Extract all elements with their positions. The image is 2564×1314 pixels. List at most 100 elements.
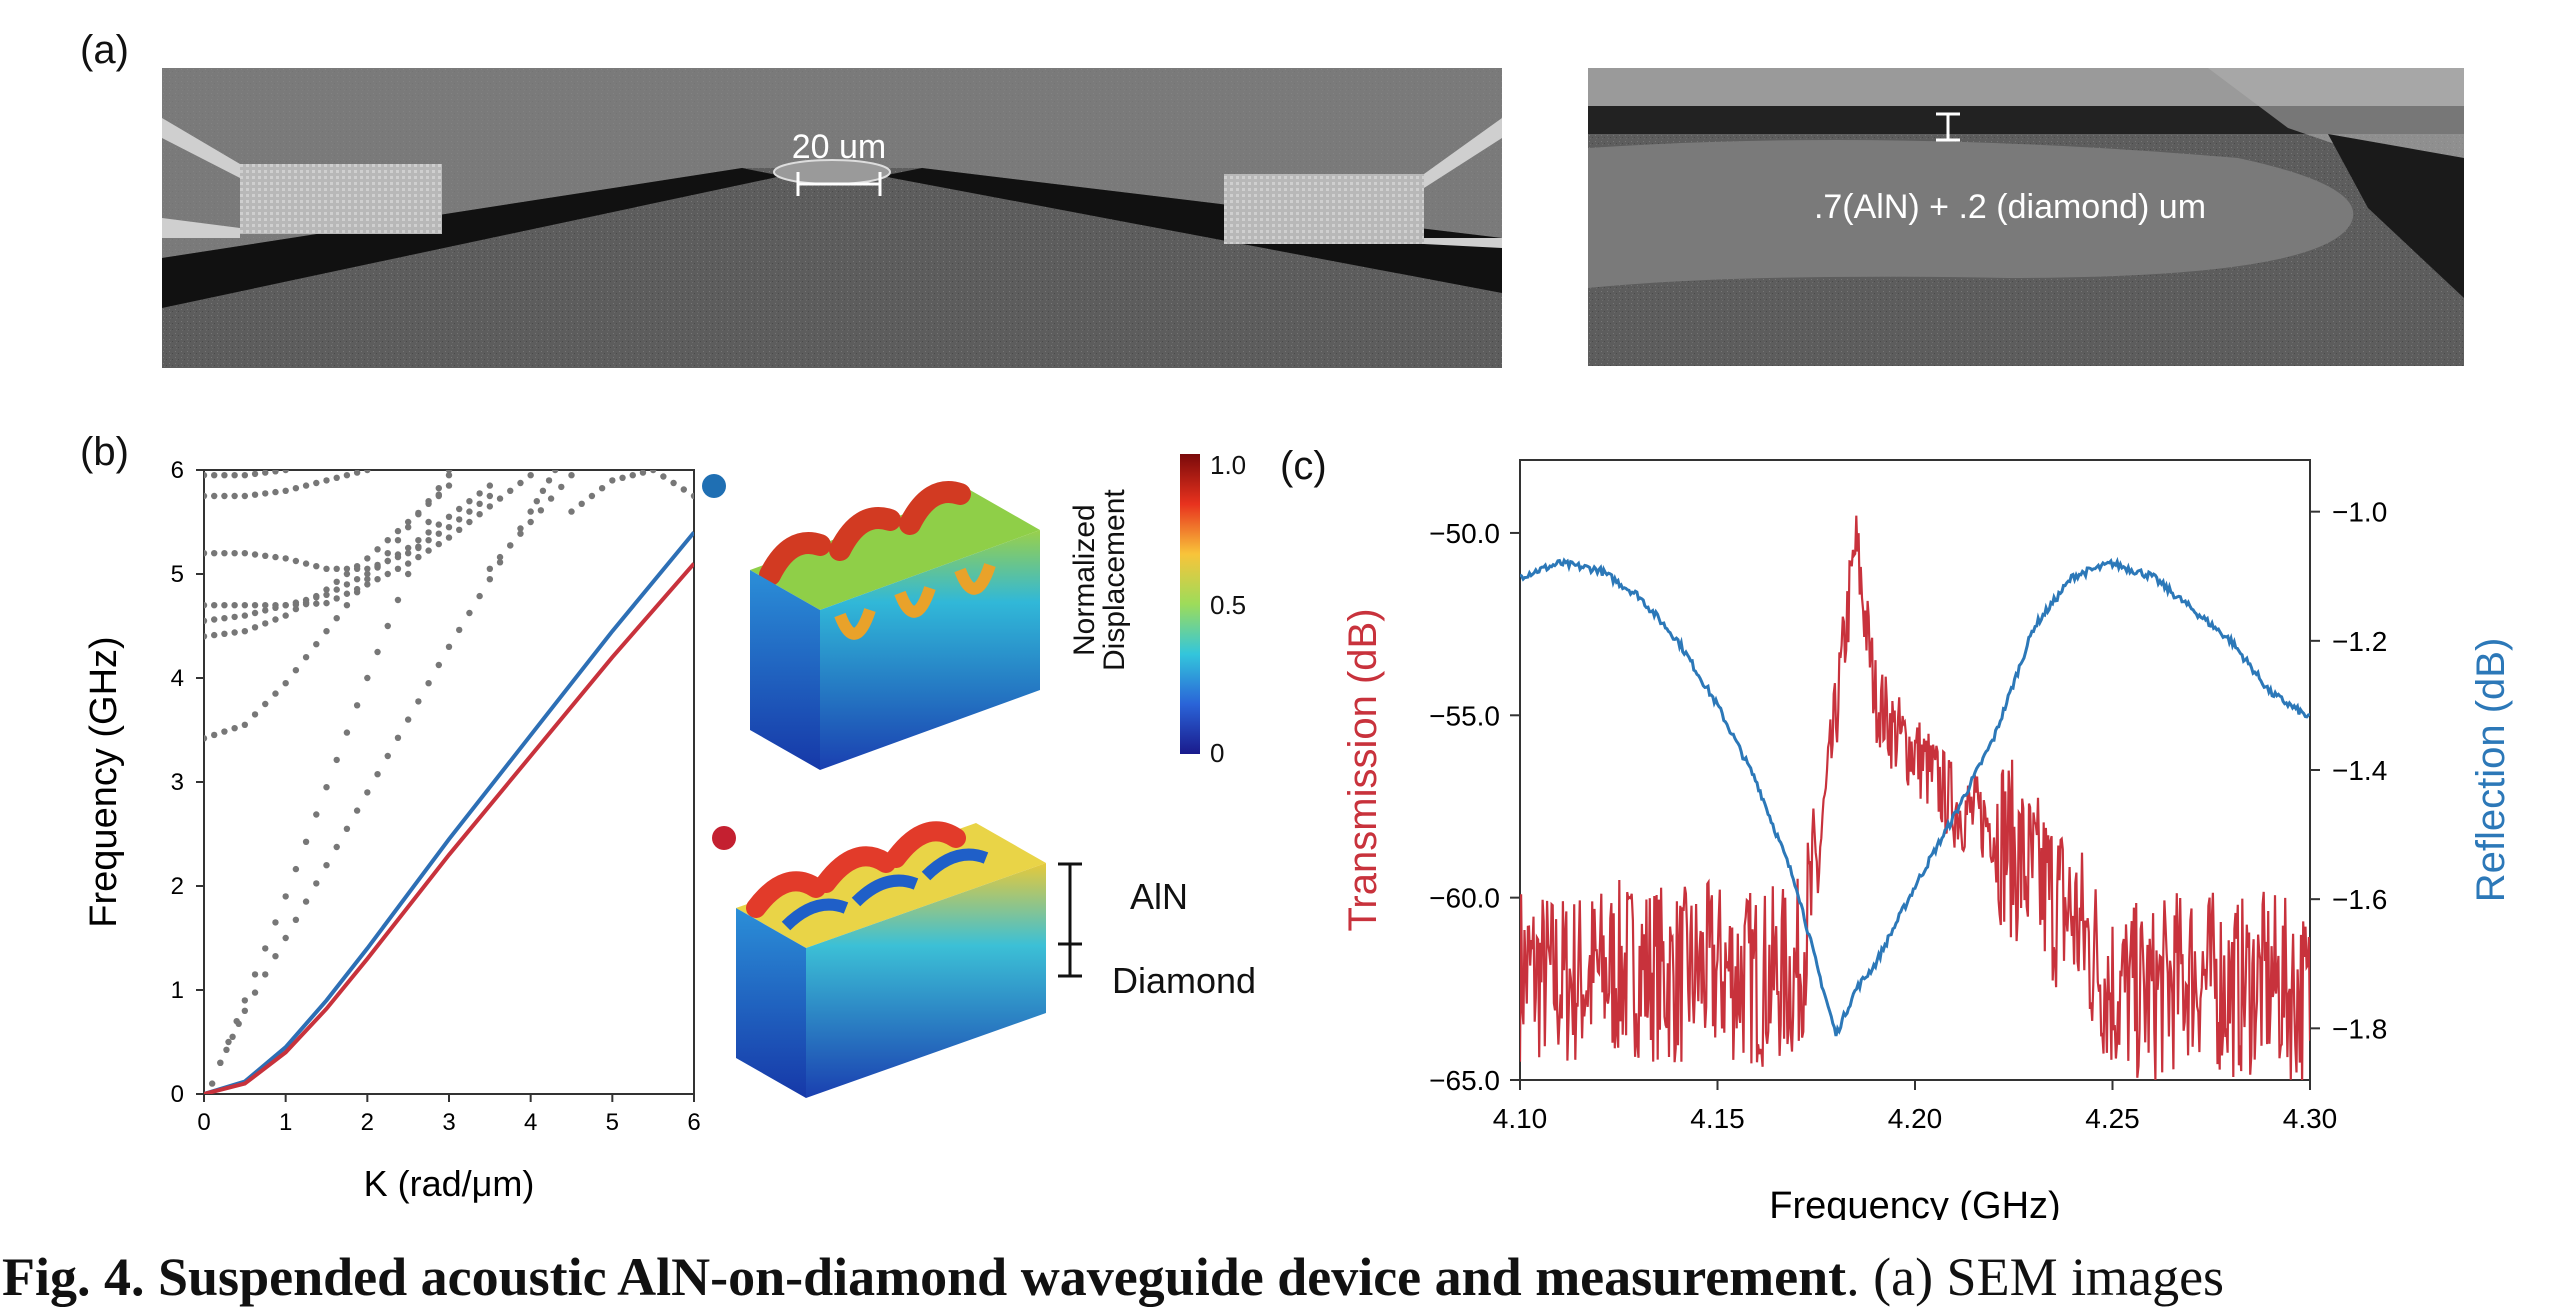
sem-layer-label: .7(AlN) + .2 (diamond) um [1814, 188, 2206, 226]
dispersion-dot [251, 971, 259, 978]
dispersion-dot [364, 470, 371, 474]
dispersion-line-red [204, 562, 694, 1094]
chart-b-frame [203, 469, 695, 1095]
dispersion-dot [262, 620, 269, 627]
dispersion-dot [251, 711, 259, 718]
dispersion-dot [547, 495, 555, 502]
mode-shape-red [736, 821, 1046, 1098]
mode-shape-blue-marker [702, 474, 726, 498]
dispersion-dot [333, 586, 340, 593]
dispersion-dot [323, 599, 330, 607]
dispersion-dot [353, 470, 361, 476]
dispersion-dot [302, 560, 310, 567]
dispersion-dot [262, 971, 269, 978]
x-axis-label: Frequency (GHz) [1769, 1185, 2060, 1220]
dispersion-dot [456, 516, 463, 523]
dispersion-dot [251, 624, 259, 631]
dispersion-dot [272, 553, 279, 561]
dispersion-dot [690, 492, 694, 500]
dispersion-dot [476, 511, 483, 518]
colorbar [1180, 454, 1200, 754]
dispersion-dot [496, 559, 504, 566]
dispersion-dot [323, 477, 330, 484]
dispersion-dot [251, 551, 259, 558]
dispersion-dot [333, 578, 340, 585]
dispersion-dot [533, 498, 540, 505]
x-tick-label: 6 [687, 1109, 700, 1136]
y-right-tick-label: −1.8 [2332, 1013, 2387, 1044]
dispersion-dot [221, 550, 228, 557]
x-tick-label: 3 [442, 1109, 455, 1136]
dispersion-dot [394, 565, 402, 572]
dispersion-dot [313, 880, 320, 887]
dispersion-dot [537, 507, 545, 514]
dispersion-dot [496, 495, 504, 502]
x-tick-label: 4 [524, 1109, 537, 1136]
dispersion-dot [241, 721, 249, 728]
y-right-tick-label: −1.6 [2332, 884, 2387, 915]
dispersion-dot [353, 585, 361, 593]
dispersion-dot [343, 581, 351, 588]
dispersion-dot [208, 1080, 216, 1087]
y-tick-label: 0 [171, 1081, 184, 1108]
dispersion-dot [384, 752, 391, 760]
dispersion-dot [292, 865, 300, 873]
dispersion-dot [323, 565, 330, 572]
dispersion-dot [251, 609, 259, 617]
dispersion-dot [292, 557, 300, 565]
dispersion-dot [323, 586, 330, 593]
dispersion-dot [211, 616, 218, 623]
dispersion-dot [221, 728, 228, 735]
dispersion-dot [445, 524, 453, 531]
dispersion-dot [425, 680, 432, 687]
dispersion-dot [404, 518, 412, 526]
dispersion-dot [558, 483, 565, 491]
x-tick-label: 4.20 [1888, 1103, 1943, 1134]
dispersion-dot [486, 492, 494, 500]
dispersion-dot [517, 479, 524, 487]
layer-label-diamond: Diamond [1112, 960, 1257, 1001]
dispersion-dot [404, 570, 412, 578]
dispersion-dot [364, 581, 371, 588]
dispersion-dot [670, 479, 677, 487]
dispersion-dot [223, 1046, 230, 1053]
dispersion-dot [251, 470, 259, 478]
y-right-tick-label: −1.2 [2332, 626, 2387, 657]
dispersion-dot [415, 553, 422, 561]
dispersion-dot [343, 565, 351, 572]
dispersion-dot [282, 555, 289, 562]
dispersion-dot [456, 505, 463, 513]
dispersion-dot [445, 513, 453, 520]
x-tick-label: 2 [361, 1109, 374, 1136]
panel-c-label: (c) [1280, 444, 1327, 488]
dispersion-dot [374, 546, 381, 553]
dispersion-dot [333, 474, 340, 481]
dispersion-dot [231, 724, 238, 732]
dispersion-dot [333, 565, 340, 572]
dispersion-dot [364, 565, 371, 572]
dispersion-dot [445, 472, 453, 479]
dispersion-dot [639, 470, 647, 476]
dispersion-dot [568, 508, 575, 515]
x-tick-label: 5 [606, 1109, 619, 1136]
dispersion-dot [251, 989, 259, 996]
dispersion-dot [374, 648, 381, 656]
dispersion-dot [313, 594, 320, 601]
y-tick-label: −65.0 [1429, 1065, 1500, 1096]
dispersion-dot [404, 560, 412, 567]
dispersion-dot [323, 628, 330, 635]
dispersion-dot [231, 472, 238, 479]
colorbar-tick-low: 0 [1210, 738, 1225, 768]
dispersion-dot [415, 537, 422, 544]
dispersion-dot [517, 525, 524, 532]
dispersion-dot [262, 470, 269, 476]
dispersion-line-blue [204, 531, 694, 1094]
dispersion-dot [456, 526, 463, 533]
dispersion-dot [619, 474, 626, 481]
dispersion-dot [384, 557, 391, 565]
dispersion-dot [353, 702, 361, 709]
dispersion-dot [211, 631, 218, 639]
transmission-reflection-chart: 4.10 4.15 4.20 4.25 4.30 −65.0 −60.0 −55.0 −50.0… [1341, 459, 2513, 1220]
dispersion-dot [551, 470, 559, 474]
dispersion-dot [539, 487, 547, 494]
